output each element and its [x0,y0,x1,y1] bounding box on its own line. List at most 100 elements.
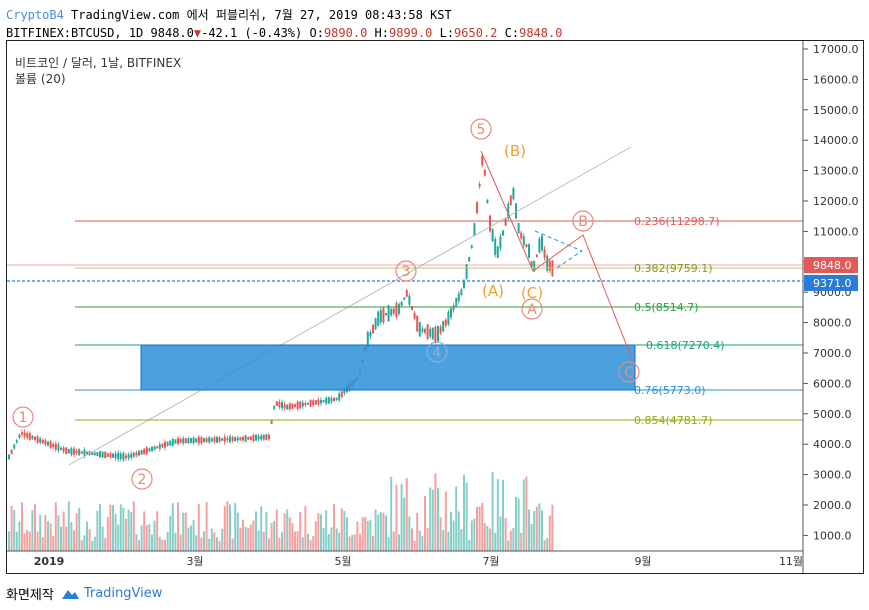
volume-bar [23,533,26,551]
publish-info: TradingView.com 에서 퍼블리쉬, 7월 27, 2019 08:… [71,8,452,22]
candle-body [244,435,247,442]
volume-bar [491,471,494,551]
candle-body [109,453,112,458]
volume-bar [304,506,307,551]
volume-bar [57,515,60,551]
candle-body [507,203,510,219]
volume-bar [450,511,452,551]
fib-label-05: 0.5(8514.7) [634,301,699,314]
candle-body [91,452,94,455]
candle-body [52,444,55,448]
made-with-label: 화면제작 [6,588,54,603]
candle-body [283,404,286,409]
candle-body [169,440,172,446]
candle-body [119,453,122,460]
candle-body [34,436,36,441]
volume-bar [36,531,39,551]
wave-projection-line[interactable] [480,150,633,360]
candle-body [114,453,117,459]
volume-bar [99,503,101,551]
candle-body [234,437,237,441]
price-chart[interactable]: 0.236(11298.7) 0.382(9759.1) 0.5(8514.7)… [7,41,863,573]
candle-body [538,238,541,253]
candle-body [13,444,16,449]
volume-bar [400,483,403,551]
candle-body [148,448,151,452]
candle-body [145,447,148,454]
candle-body [200,437,203,444]
volume-bar [426,527,429,551]
volume-bars [8,471,554,551]
candle-body [158,444,161,449]
candle-body [408,295,411,305]
candle-body [463,280,465,289]
candle-body [125,455,127,459]
volume-bar [236,512,239,551]
volume-bar [309,540,312,551]
volume-bar [28,531,31,551]
time-axis[interactable]: 2019 3월 5월 7월 9월 11월 [34,555,803,568]
candle-body [257,436,260,440]
tradingview-logo[interactable]: TradingView [60,586,162,601]
candle-body [184,438,187,444]
candle-body [520,232,523,239]
wave-3-label: 3 [402,264,411,280]
triangle-pattern[interactable] [534,230,584,270]
volume-bar [535,506,538,551]
volume-bar [299,512,302,551]
volume-bar [226,501,229,551]
volume-bar [70,522,73,551]
volume-bar [463,474,465,551]
volume-bar [543,540,546,551]
candle-body [65,447,68,455]
volume-bar [223,506,226,551]
volume-bar [67,501,70,551]
volume-bar [252,520,255,551]
volume-bar [312,536,315,551]
candle-body [223,436,226,443]
volume-bar [541,510,543,551]
high-value: 9899.0 [389,26,433,40]
candle-body [343,389,346,394]
volume-bar [205,501,208,551]
wave-4-label: 4 [433,345,442,361]
volume-bar [403,497,406,551]
candle-body [382,308,385,323]
candle-body [182,438,185,444]
candle-body [278,401,281,408]
volume-bar [343,510,346,551]
author-link[interactable]: CryptoB4 [6,8,64,22]
price-axis[interactable]: 17000.0 16000.0 15000.0 14000.0 13000.0 12000… [803,43,859,542]
candle-body [330,398,333,402]
symbol-label: BITFINEX:BTCUSD, 1D [6,26,144,40]
candle-body [491,229,494,242]
volume-bar [442,530,445,551]
volume-bar [86,521,88,551]
candle-body [455,297,458,308]
volume-bar [434,473,437,551]
volume-bar [496,479,499,551]
candle-body [457,293,460,302]
open-value: 9890.0 [323,26,368,40]
volume-bar [455,486,458,551]
chart-frame[interactable]: 0.236(11298.7) 0.382(9759.1) 0.5(8514.7)… [6,40,864,574]
trend-line[interactable] [68,146,632,466]
volume-bar [273,521,276,551]
volume-bar [75,513,78,551]
candle-body [286,404,289,410]
volume-bar [530,523,533,551]
volume-bar [525,476,528,551]
candle-body [54,443,57,450]
fib-zone-box[interactable] [140,344,636,391]
volume-bar [507,540,510,551]
candle-body [127,454,130,459]
candle-body [301,402,304,407]
candle-body [522,236,525,246]
candle-body [442,321,445,332]
volume-bar [197,504,200,551]
candle-body [416,315,419,332]
volume-bar [522,479,525,551]
volume-bar [307,533,309,551]
publish-line: CryptoB4 TradingView.com 에서 퍼블리쉬, 7월 27,… [6,6,866,23]
volume-bar [486,526,489,551]
